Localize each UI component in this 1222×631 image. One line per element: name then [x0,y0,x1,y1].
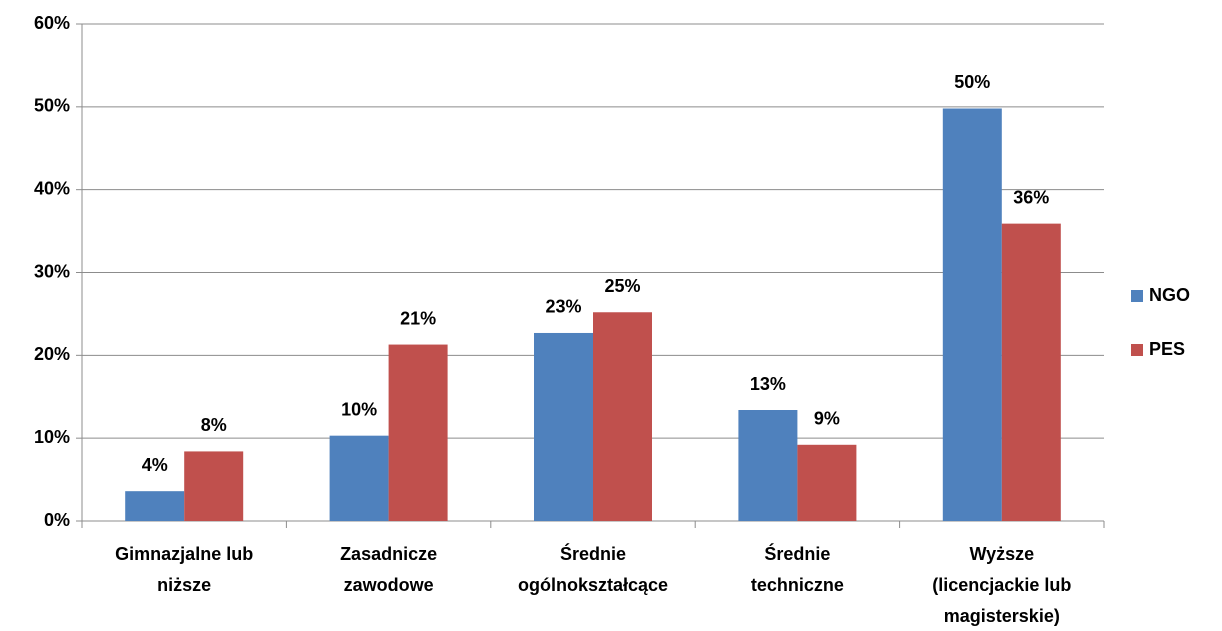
bar [1001,223,1061,521]
value-label: 25% [604,276,640,296]
value-label: 36% [1013,187,1049,207]
y-tick-label: 60% [34,13,70,33]
x-tick-label-line: zawodowe [344,575,434,595]
y-tick-label: 20% [34,344,70,364]
x-tick-label-line: Średnie [560,543,626,564]
bar [942,108,1002,522]
y-tick-label: 40% [34,178,70,198]
x-tick-label: Zasadnicze zawodowe [340,544,437,595]
x-tick-label-line: niższe [157,575,211,595]
bar [388,344,448,521]
legend-label: NGO [1149,285,1190,305]
x-tick-label-line: Średnie [764,543,830,564]
value-label: 4% [142,455,168,475]
x-tick-label-line: ogólnokształcące [518,575,668,595]
x-tick-label-line: magisterskie) [944,606,1060,626]
value-label: 8% [201,415,227,435]
value-label: 13% [750,374,786,394]
x-tick-label-line: Zasadnicze [340,544,437,564]
y-tick-label: 50% [34,96,70,116]
bar [593,312,652,521]
y-tick-label: 10% [34,427,70,447]
value-label: 50% [954,72,990,92]
x-tick-label-line: (licencjackie lub [932,575,1071,595]
x-tick-label-line: techniczne [751,575,844,595]
legend-swatch [1131,290,1143,302]
legend-swatch [1131,344,1143,356]
value-label: 9% [814,409,840,429]
bar [797,444,857,521]
bar [329,435,389,521]
value-label: 10% [341,399,377,419]
x-tick-label: Gimnazjalne lub niższe [115,544,253,595]
x-tick-label-line: Wyższe [969,544,1034,564]
y-tick-label: 0% [44,510,70,530]
x-tick-label: Wyższe (licencjackie lub magisterskie) [932,544,1071,626]
value-label: 21% [400,308,436,328]
legend-label: PES [1149,339,1185,359]
x-tick-label: Średnie techniczne [751,543,844,595]
bar [125,491,185,521]
bar [534,332,593,521]
bar [184,451,244,521]
bar [738,410,798,521]
y-tick-label: 30% [34,261,70,281]
x-tick-label: Średnie ogólnokształcące [518,543,668,595]
x-tick-label-line: Gimnazjalne lub [115,544,253,564]
value-label: 23% [545,297,581,317]
